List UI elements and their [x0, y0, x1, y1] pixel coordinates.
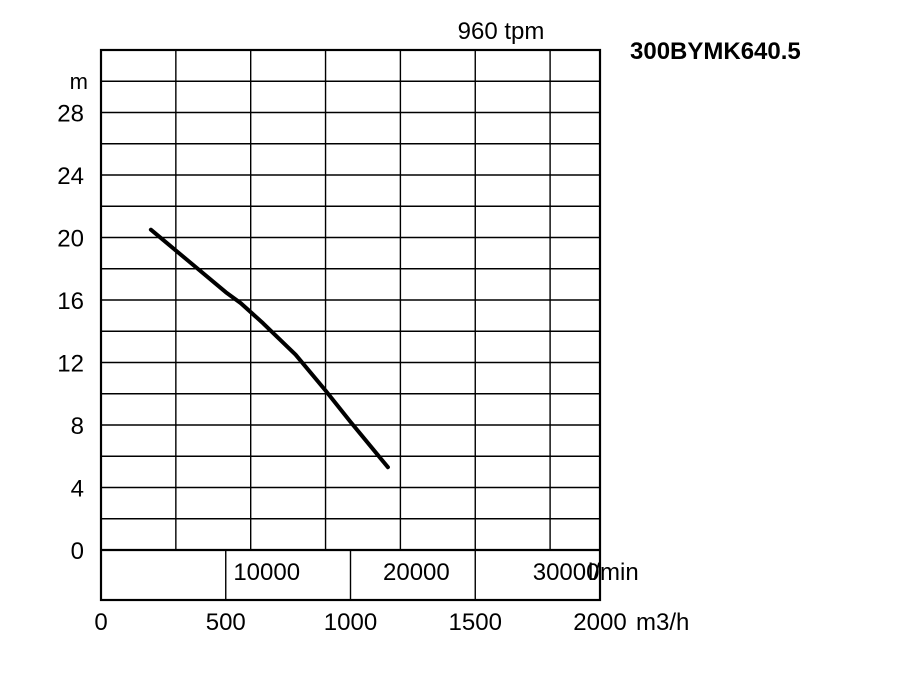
y-unit-label: m [70, 69, 88, 94]
x-primary-tick-label: 2000 [573, 609, 626, 636]
y-tick-label: 20 [57, 226, 84, 253]
y-tick-label: 28 [57, 101, 84, 128]
x-primary-tick-label: 1500 [449, 609, 502, 636]
x-secondary-tick-label: 30000 [533, 559, 600, 586]
x-secondary-unit-label: l/min [588, 559, 639, 586]
y-tick-label: 4 [71, 476, 84, 503]
y-tick-label: 16 [57, 288, 84, 315]
x-secondary-tick-label: 20000 [383, 559, 450, 586]
model-title: 300BYMK640.5 [630, 38, 801, 65]
head-flow-curve [148, 227, 390, 470]
y-tick-label: 0 [71, 538, 84, 565]
x-secondary-tick-label: 10000 [233, 559, 300, 586]
y-tick-label: 12 [57, 351, 84, 378]
x-primary-tick-label: 0 [94, 609, 107, 636]
x-primary-tick-label: 500 [206, 609, 246, 636]
y-tick-label: 8 [71, 413, 84, 440]
grid [101, 50, 600, 600]
speed-label: 960 tpm [458, 18, 545, 45]
labels: 960 tpm 300BYMK640.5 m l/min m3/h 0 4 8 12 1… [57, 18, 800, 636]
curve-layer [148, 227, 390, 470]
x-primary-tick-label: 1000 [324, 609, 377, 636]
plot-frame [99, 48, 602, 602]
y-tick-label: 24 [57, 163, 84, 190]
x-primary-unit-label: m3/h [636, 609, 689, 636]
outer-frame [99, 48, 602, 602]
